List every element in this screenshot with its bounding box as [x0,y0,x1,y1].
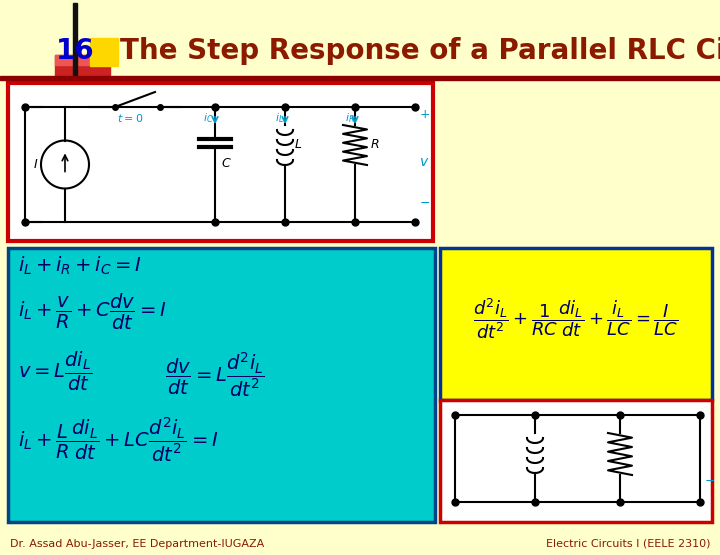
Text: $i_R$: $i_R$ [345,111,355,125]
Text: $I$: $I$ [32,158,38,171]
Text: $-$: $-$ [704,473,715,487]
Text: $t = 0$: $t = 0$ [117,112,143,124]
Text: Electric Circuits I (EELE 2310): Electric Circuits I (EELE 2310) [546,539,710,549]
Bar [8,248,435,522]
Text: $i_L + \dfrac{v}{R} + C\dfrac{dv}{dt} = I$: $i_L + \dfrac{v}{R} + C\dfrac{dv}{dt} = … [18,292,166,332]
Bar [0,76,720,80]
Text: $i_C$: $i_C$ [203,111,214,125]
Text: $\dfrac{d^2i_L}{dt^2} + \dfrac{1}{RC}\dfrac{di_L}{dt} + \dfrac{i_L}{LC} = \dfrac: $\dfrac{d^2i_L}{dt^2} + \dfrac{1}{RC}\df… [473,296,679,341]
Text: $L$: $L$ [294,139,302,152]
Text: $+$: $+$ [419,108,431,122]
Text: $v = L\dfrac{di_L}{dt}$: $v = L\dfrac{di_L}{dt}$ [18,350,92,393]
Text: $\dfrac{dv}{dt} = L\dfrac{d^2i_L}{dt^2}$: $\dfrac{dv}{dt} = L\dfrac{d^2i_L}{dt^2}$ [165,350,265,399]
Text: $C$: $C$ [221,157,232,170]
Text: $-$: $-$ [419,195,430,209]
Text: $i_L + i_R + i_C = I$: $i_L + i_R + i_C = I$ [18,255,142,278]
Bar [73,3,77,75]
Bar [90,38,118,66]
Bar [55,55,110,77]
Text: $v$: $v$ [419,155,429,169]
Text: $R$: $R$ [370,139,379,152]
Bar [55,55,110,65]
Bar [8,83,433,241]
Text: The Step Response of a Parallel RLC Circuit: The Step Response of a Parallel RLC Circ… [120,37,720,65]
Bar [440,400,712,522]
Text: $i_L + \dfrac{L}{R}\dfrac{di_L}{dt} + LC\dfrac{d^2i_L}{dt^2} = I$: $i_L + \dfrac{L}{R}\dfrac{di_L}{dt} + LC… [18,415,219,464]
Text: $i_L$: $i_L$ [275,111,284,125]
Bar [440,248,712,400]
Text: Dr. Assad Abu-Jasser, EE Department-IUGAZA: Dr. Assad Abu-Jasser, EE Department-IUGA… [10,539,264,549]
Text: 16: 16 [56,37,94,65]
